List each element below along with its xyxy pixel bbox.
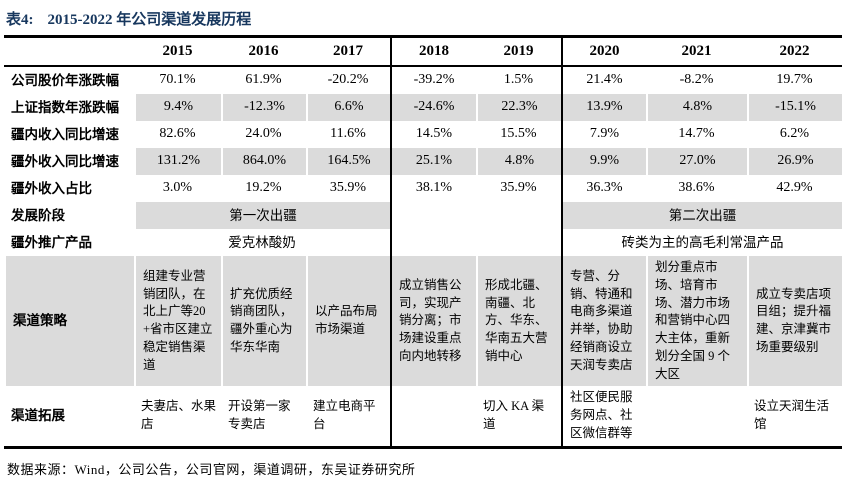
value-cell: 14.5% bbox=[390, 121, 476, 148]
value-cell: 22.3% bbox=[476, 94, 561, 121]
expansion-cell bbox=[390, 386, 476, 446]
value-cell: -15.1% bbox=[747, 94, 842, 121]
table-row-outside-revenue-growth: 疆外收入同比增速 131.2% 864.0% 164.5% 25.1% 4.8%… bbox=[4, 148, 842, 175]
row-label: 渠道策略 bbox=[4, 256, 134, 387]
value-cell: -39.2% bbox=[390, 67, 476, 94]
value-cell: 6.6% bbox=[306, 94, 390, 121]
value-cell: 27.0% bbox=[646, 148, 747, 175]
table-title-text: 2015-2022 年公司渠道发展历程 bbox=[47, 12, 252, 28]
table-row-index: 上证指数年涨跌幅 9.4% -12.3% 6.6% -24.6% 22.3% 1… bbox=[4, 94, 842, 121]
value-cell: 42.9% bbox=[776, 180, 813, 196]
value-cell: 38.6% bbox=[678, 180, 715, 196]
strategy-cell: 成立销售公司，实现产销分离；市场建设重点向内地转移 bbox=[390, 256, 476, 387]
value-cell: 9.4% bbox=[134, 94, 221, 121]
value-cell: 11.6% bbox=[330, 126, 366, 142]
year-header: 2020 bbox=[561, 38, 646, 67]
value-cell: 70.1% bbox=[159, 72, 196, 88]
stage-cell-middle bbox=[390, 202, 561, 229]
value-cell: 61.9% bbox=[245, 72, 282, 88]
year-header: 2019 bbox=[476, 38, 561, 67]
strategy-cell: 组建专业营销团队，在北上广等20 +省市区建立稳定销售渠道 bbox=[134, 256, 221, 387]
strategy-cell: 以产品布局市场渠道 bbox=[306, 256, 390, 387]
value-cell: 19.2% bbox=[245, 180, 282, 196]
value-cell: 82.6% bbox=[159, 126, 196, 142]
year-header: 2017 bbox=[306, 38, 390, 67]
value-cell: 3.0% bbox=[162, 180, 193, 196]
value-cell: -8.2% bbox=[679, 72, 714, 88]
row-label: 疆内收入同比增速 bbox=[11, 126, 119, 142]
year-header: 2016 bbox=[221, 38, 306, 67]
strategy-cell: 成立专卖店项目组；提升福建、京津冀市场重要级别 bbox=[747, 256, 842, 387]
table-row-stock-price: 公司股价年涨跌幅 70.1% 61.9% -20.2% -39.2% 1.5% … bbox=[4, 67, 842, 94]
value-cell: 164.5% bbox=[306, 148, 390, 175]
value-cell: 6.2% bbox=[779, 126, 810, 142]
value-cell: 4.8% bbox=[476, 148, 561, 175]
table-row-promoted-products: 疆外推广产品 爱克林酸奶 砖类为主的高毛利常温产品 bbox=[4, 229, 842, 256]
expansion-cell: 切入 KA 渠道 bbox=[483, 399, 545, 431]
value-cell: -24.6% bbox=[390, 94, 476, 121]
row-label: 疆外收入同比增速 bbox=[11, 153, 119, 169]
strategy-cell: 划分重点市场、培育市场、潜力市场和营销中心四大主体，重新划分全国 9 个大区 bbox=[646, 256, 747, 387]
row-label: 发展阶段 bbox=[11, 207, 65, 223]
value-cell: 38.1% bbox=[390, 175, 476, 202]
expansion-cell bbox=[646, 386, 747, 445]
corner-cell bbox=[4, 38, 134, 67]
row-label: 上证指数年涨跌幅 bbox=[11, 99, 119, 115]
table-row-xinjiang-revenue: 疆内收入同比增速 82.6% 24.0% 11.6% 14.5% 15.5% 7… bbox=[4, 121, 842, 148]
stage-cell-last: 第二次出疆 bbox=[561, 202, 842, 229]
value-cell: 25.1% bbox=[390, 148, 476, 175]
value-cell: 19.7% bbox=[776, 72, 813, 88]
year-header: 2018 bbox=[390, 38, 476, 67]
value-cell: 13.9% bbox=[561, 94, 646, 121]
channel-history-table: 2015 2016 2017 2018 2019 2020 2021 2022 … bbox=[4, 35, 842, 449]
value-cell: 9.9% bbox=[561, 148, 646, 175]
value-cell: -20.2% bbox=[327, 72, 369, 88]
table-row-outside-revenue-share: 疆外收入占比 3.0% 19.2% 35.9% 38.1% 35.9% 36.3… bbox=[4, 175, 842, 202]
table-row-development-stage: 发展阶段 第一次出疆 第二次出疆 bbox=[4, 202, 842, 229]
row-label: 公司股价年涨跌幅 bbox=[11, 72, 119, 88]
table-row-channel-strategy: 渠道策略 组建专业营销团队，在北上广等20 +省市区建立稳定销售渠道 扩充优质经… bbox=[4, 256, 842, 387]
value-cell: -12.3% bbox=[221, 94, 306, 121]
expansion-cell: 社区便民服务网点、社区微信群等 bbox=[561, 386, 646, 446]
stage-cell-first: 第一次出疆 bbox=[134, 202, 390, 229]
expansion-cell: 夫妻店、水果店 bbox=[141, 399, 217, 431]
value-cell: 1.5% bbox=[503, 72, 534, 88]
product-cell-first: 爱克林酸奶 bbox=[228, 234, 296, 250]
strategy-cell: 扩充优质经销商团队，疆外重心为华东华南 bbox=[221, 256, 306, 387]
year-header: 2015 bbox=[134, 38, 221, 67]
table-row-channel-expansion: 渠道拓展 夫妻店、水果店 开设第一家专卖店 建立电商平台 切入 KA 渠道 社区… bbox=[4, 386, 842, 446]
row-label: 疆外推广产品 bbox=[11, 234, 92, 250]
value-cell: 864.0% bbox=[221, 148, 306, 175]
row-label: 疆外收入占比 bbox=[11, 180, 92, 196]
expansion-cell: 开设第一家专卖店 bbox=[228, 399, 291, 431]
value-cell: 35.9% bbox=[500, 180, 537, 196]
year-header: 2021 bbox=[646, 38, 747, 67]
strategy-cell: 专营、分销、特通和电商多渠道并举，协助经销商设立天润专卖店 bbox=[561, 256, 646, 387]
value-cell: 7.9% bbox=[561, 121, 646, 148]
year-header: 2022 bbox=[747, 38, 842, 67]
expansion-cell: 设立天润生活馆 bbox=[754, 399, 830, 431]
product-cell-last: 砖类为主的高毛利常温产品 bbox=[561, 229, 842, 256]
value-cell: 14.7% bbox=[678, 126, 715, 142]
row-label: 渠道拓展 bbox=[11, 408, 65, 424]
value-cell: 24.0% bbox=[245, 126, 282, 142]
table-title: 表4: 2015-2022 年公司渠道发展历程 bbox=[4, 6, 842, 35]
strategy-cell: 形成北疆、南疆、北方、华东、华南五大营销中心 bbox=[476, 256, 561, 387]
value-cell: 131.2% bbox=[134, 148, 221, 175]
value-cell: 15.5% bbox=[500, 126, 537, 142]
table-header-row: 2015 2016 2017 2018 2019 2020 2021 2022 bbox=[4, 38, 842, 67]
value-cell: 36.3% bbox=[561, 175, 646, 202]
value-cell: 26.9% bbox=[747, 148, 842, 175]
value-cell: 21.4% bbox=[561, 67, 646, 94]
value-cell: 35.9% bbox=[329, 180, 367, 196]
table-number: 表4: bbox=[6, 12, 34, 28]
expansion-cell: 建立电商平台 bbox=[313, 399, 376, 431]
data-source-note: 数据来源：Wind，公司公告，公司官网，渠道调研，东吴证券研究所 bbox=[7, 461, 416, 477]
product-cell-middle bbox=[390, 229, 561, 256]
value-cell: 4.8% bbox=[646, 94, 747, 121]
